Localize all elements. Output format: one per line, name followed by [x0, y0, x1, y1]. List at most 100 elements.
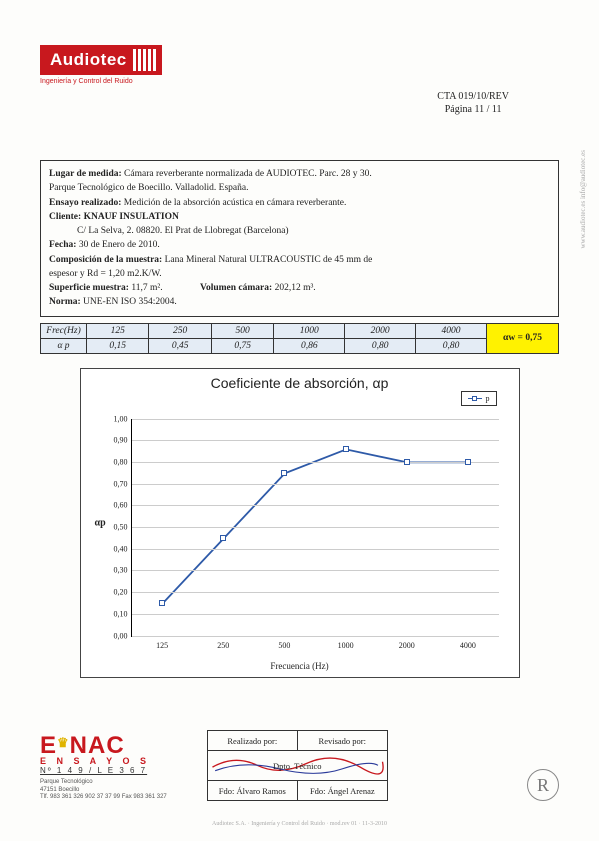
freq-cell: 4000: [416, 323, 487, 338]
comp-label: Composición de la muestra:: [49, 255, 162, 265]
legend-line-icon: [468, 398, 482, 399]
vol-label: Volumen cámara:: [200, 283, 272, 293]
table-row-alpha: α p 0,15 0,45 0,75 0,86 0,80 0,80: [41, 338, 559, 353]
x-axis-title: Frecuencia (Hz): [270, 661, 328, 671]
grid-line: [132, 505, 499, 506]
tiny-footer: Audiotec S.A. · Ingeniería y Control del…: [0, 821, 599, 827]
absorption-table: Frec(Hz) 125 250 500 1000 2000 4000 αw =…: [40, 323, 559, 354]
y-tick-label: 0,30: [104, 566, 128, 575]
grid-line: [132, 440, 499, 441]
grid-line: [132, 570, 499, 571]
enac-sub: E N S A Y O S: [40, 756, 167, 766]
legend-label: p: [486, 394, 490, 403]
chart-point: [465, 459, 471, 465]
logo-block: Audiotec Ingeniería y Control del Ruido: [40, 45, 559, 85]
x-tick-label: 2000: [399, 641, 415, 650]
y-tick-label: 0,00: [104, 631, 128, 640]
ensayo-label: Ensayo realizado:: [49, 198, 121, 208]
chart-point: [343, 446, 349, 452]
cliente-label: Cliente:: [49, 212, 81, 222]
sig-name-2: Fdo: Ángel Arenaz: [297, 781, 387, 801]
alpha-cell: 0,45: [149, 338, 211, 353]
alpha-w-cell: αw = 0,75: [487, 323, 559, 353]
logo-bars-icon: [133, 49, 156, 71]
plot-area: 0,000,100,200,300,400,500,600,700,800,90…: [131, 419, 499, 637]
chart-title: Coeficiente de absorción, αp: [89, 375, 511, 391]
freq-cell: 125: [87, 323, 149, 338]
sig-header-revisado: Revisado por:: [297, 731, 387, 751]
freq-cell: 1000: [274, 323, 345, 338]
alpha-cell: 0,80: [416, 338, 487, 353]
freq-cell: 2000: [345, 323, 416, 338]
y-tick-label: 0,50: [104, 523, 128, 532]
freq-cell: 250: [149, 323, 211, 338]
alpha-cell: 0,86: [274, 338, 345, 353]
y-tick-label: 0,60: [104, 501, 128, 510]
crown-icon: ♛: [57, 735, 70, 750]
x-tick-label: 1000: [338, 641, 354, 650]
sig-name-1: Fdo: Álvaro Ramos: [207, 781, 297, 801]
sig-dept: Dpto. Técnico: [207, 751, 387, 781]
x-tick-label: 250: [217, 641, 229, 650]
lugar-label: Lugar de medida:: [49, 169, 122, 179]
footer: E♛NAC E N S A Y O S Nº 1 4 9 / L E 3 6 7…: [40, 730, 559, 801]
y-tick-label: 0,40: [104, 544, 128, 553]
logo: Audiotec: [40, 45, 162, 75]
comp-value: Lana Mineral Natural ULTRACOUSTIC de 45 …: [165, 255, 373, 265]
registered-stamp-icon: R: [527, 769, 559, 801]
doc-code: CTA 019/10/REV: [437, 90, 509, 103]
lugar-value2: Parque Tecnológico de Boecillo. Valladol…: [49, 181, 550, 195]
absorption-chart: Coeficiente de absorción, αp p αp 0,000,…: [80, 368, 520, 678]
y-tick-label: 0,90: [104, 436, 128, 445]
grid-line: [132, 636, 499, 637]
vol-value: 202,12 m³.: [275, 283, 316, 293]
alpha-header: α p: [41, 338, 87, 353]
cliente-addr: C/ La Selva, 2. 08820. El Prat de Llobre…: [77, 224, 550, 238]
chart-point: [220, 535, 226, 541]
grid-line: [132, 527, 499, 528]
logo-text: Audiotec: [50, 50, 127, 70]
logo-tagline: Ingeniería y Control del Ruido: [40, 78, 559, 85]
grid-line: [132, 419, 499, 420]
info-box: Lugar de medida: Cámara reverberante nor…: [40, 160, 559, 317]
table-row-freq: Frec(Hz) 125 250 500 1000 2000 4000 αw =…: [41, 323, 559, 338]
doc-page: Página 11 / 11: [437, 103, 509, 116]
alpha-cell: 0,75: [211, 338, 273, 353]
grid-line: [132, 592, 499, 593]
comp-value2: espesor y Rd = 1,20 m2.K/W.: [49, 267, 550, 281]
enac-number: Nº 1 4 9 / L E 3 6 7: [40, 766, 167, 775]
freq-cell: 500: [211, 323, 273, 338]
chart-point: [404, 459, 410, 465]
sup-value: 11,7 m².: [131, 283, 162, 293]
chart-point: [281, 470, 287, 476]
norma-value: UNE-EN ISO 354:2004.: [83, 297, 177, 307]
x-tick-label: 4000: [460, 641, 476, 650]
freq-header: Frec(Hz): [41, 323, 87, 338]
grid-line: [132, 549, 499, 550]
y-tick-label: 0,70: [104, 479, 128, 488]
norma-label: Norma:: [49, 297, 81, 307]
side-contact: www.audiotec.es info@audiotec.es: [579, 150, 587, 249]
fecha-label: Fecha:: [49, 240, 76, 250]
y-tick-label: 0,80: [104, 457, 128, 466]
sup-label: Superficie muestra:: [49, 283, 129, 293]
grid-line: [132, 614, 499, 615]
ensayo-value: Medición de la absorción acústica en cám…: [124, 198, 347, 208]
fecha-value: 30 de Enero de 2010.: [79, 240, 160, 250]
enac-address: Parque Tecnológico 47151 Boecillo Tlf. 9…: [40, 779, 167, 801]
y-tick-label: 0,20: [104, 588, 128, 597]
grid-line: [132, 462, 499, 463]
y-tick-label: 0,10: [104, 609, 128, 618]
y-tick-label: 1,00: [104, 414, 128, 423]
document-reference: CTA 019/10/REV Página 11 / 11: [437, 90, 509, 116]
chart-legend: p: [461, 391, 497, 406]
alpha-cell: 0,80: [345, 338, 416, 353]
signature-table: Realizado por: Revisado por: Dpto. Técni…: [207, 730, 388, 801]
enac-logo: E♛NAC: [40, 735, 167, 757]
sig-header-realizado: Realizado por:: [207, 731, 297, 751]
x-tick-label: 125: [156, 641, 168, 650]
grid-line: [132, 484, 499, 485]
lugar-value: Cámara reverberante normalizada de AUDIO…: [124, 169, 372, 179]
enac-block: E♛NAC E N S A Y O S Nº 1 4 9 / L E 3 6 7…: [40, 735, 167, 801]
chart-point: [159, 600, 165, 606]
